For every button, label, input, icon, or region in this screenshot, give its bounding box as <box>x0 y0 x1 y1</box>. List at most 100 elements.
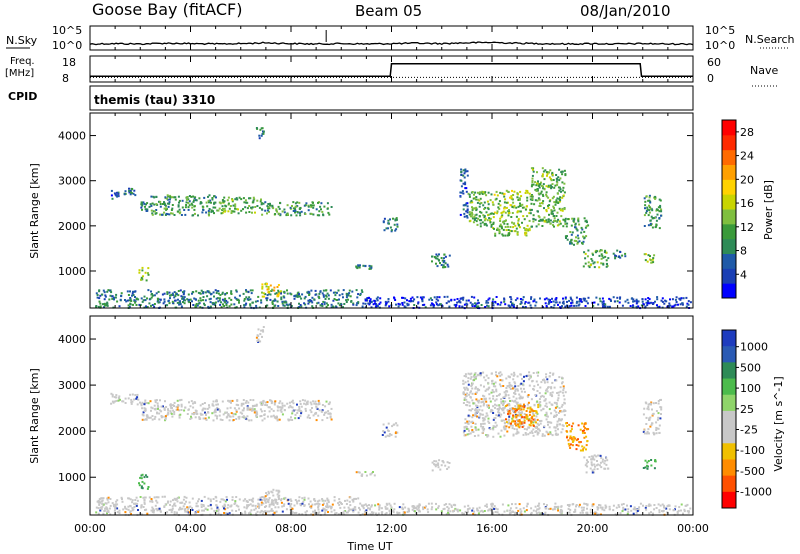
scatter-cell <box>275 489 278 492</box>
scatter-cell <box>436 257 439 260</box>
scatter-cell <box>343 510 346 513</box>
scatter-cell <box>181 507 184 510</box>
scatter-cell <box>372 471 374 473</box>
scatter-cell <box>487 420 490 423</box>
scatter-cell <box>109 498 112 500</box>
scatter-cell <box>265 299 268 302</box>
scatter-cell <box>308 292 311 295</box>
scatter-cell <box>536 508 539 511</box>
scatter-cell <box>431 299 434 301</box>
scatter-cell <box>656 298 659 301</box>
scatter-cell <box>478 199 481 202</box>
scatter-cell <box>644 298 647 301</box>
scatter-cell <box>436 255 439 258</box>
scatter-cell <box>559 306 562 309</box>
scatter-cell <box>521 397 524 400</box>
scatter-cell <box>597 454 600 457</box>
scatter-cell <box>466 174 469 177</box>
scatter-cell <box>141 401 144 404</box>
scatter-cell <box>95 511 98 514</box>
scatter-cell <box>559 386 562 389</box>
scatter-cell <box>262 400 265 403</box>
scatter-cell <box>257 328 260 331</box>
scatter-cell <box>620 503 623 506</box>
scatter-cell <box>389 226 392 229</box>
scatter-cell <box>464 393 467 396</box>
scatter-cell <box>494 511 497 513</box>
nsky-tick-top: 10^5 <box>52 24 82 37</box>
scatter-cell <box>227 504 230 507</box>
scatter-cell <box>290 500 293 502</box>
scatter-cell <box>472 414 475 417</box>
scatter-cell <box>532 434 535 437</box>
scatter-cell <box>608 297 611 300</box>
scatter-cell <box>193 412 196 415</box>
scatter-cell <box>515 506 518 509</box>
scatter-cell <box>422 508 425 511</box>
scatter-cell <box>230 412 233 415</box>
scatter-cell <box>214 303 217 306</box>
scatter-cell <box>539 401 542 403</box>
scatter-cell <box>262 496 265 499</box>
scatter-cell <box>260 198 262 201</box>
scatter-cell <box>482 404 485 407</box>
scatter-cell <box>325 294 327 297</box>
scatter-cell <box>613 300 616 303</box>
scatter-cell <box>494 421 497 424</box>
scatter-cell <box>260 329 263 332</box>
scatter-cell <box>546 431 549 434</box>
scatter-cell <box>462 182 465 185</box>
scatter-cell <box>392 510 395 513</box>
scatter-cell <box>508 512 511 515</box>
scatter-cell <box>582 265 585 268</box>
scatter-cell <box>368 267 371 270</box>
scatter-cell <box>555 414 558 416</box>
scatter-cell <box>251 499 254 502</box>
scatter-cell <box>382 423 385 426</box>
scatter-cell <box>559 188 562 191</box>
scatter-cell <box>314 511 317 514</box>
scatter-cell <box>547 421 550 424</box>
scatter-cell <box>562 194 565 197</box>
scatter-cell <box>325 400 328 403</box>
scatter-cell <box>194 304 197 307</box>
scatter-cell <box>551 297 553 300</box>
scatter-cell <box>385 512 388 514</box>
scatter-cell <box>235 297 238 300</box>
scatter-cell <box>146 202 149 205</box>
scatter-cell <box>406 510 409 513</box>
scatter-cell <box>274 213 277 215</box>
scatter-cell <box>496 408 499 410</box>
scatter-cell <box>110 402 113 405</box>
scatter-cell <box>486 505 488 508</box>
scatter-cell <box>264 501 267 504</box>
scatter-cell <box>104 507 107 510</box>
scatter-cell <box>622 508 625 511</box>
scatter-cell <box>174 198 177 201</box>
scatter-cell <box>255 404 258 407</box>
scatter-cell <box>490 225 493 228</box>
scatter-cell <box>602 256 605 259</box>
scatter-cell <box>539 218 542 221</box>
scatter-cell <box>655 507 658 509</box>
scatter-cell <box>524 231 527 234</box>
scatter-cell <box>594 465 596 468</box>
scatter-cell <box>470 295 473 298</box>
scatter-cell <box>492 302 494 305</box>
scatter-cell <box>571 217 574 220</box>
scatter-cell <box>508 381 511 384</box>
scatter-cell <box>173 503 175 506</box>
scatter-cell <box>272 409 275 412</box>
scatter-cell <box>146 208 149 211</box>
scatter-cell <box>548 186 551 189</box>
scatter-cell <box>473 373 476 376</box>
scatter-cell <box>651 217 654 220</box>
scatter-cell <box>183 409 186 412</box>
scatter-cell <box>275 498 278 501</box>
scatter-cell <box>645 210 648 212</box>
scatter-cell <box>578 300 581 303</box>
scatter-cell <box>193 205 196 208</box>
scatter-cell <box>278 494 281 497</box>
scatter-cell <box>556 224 559 227</box>
